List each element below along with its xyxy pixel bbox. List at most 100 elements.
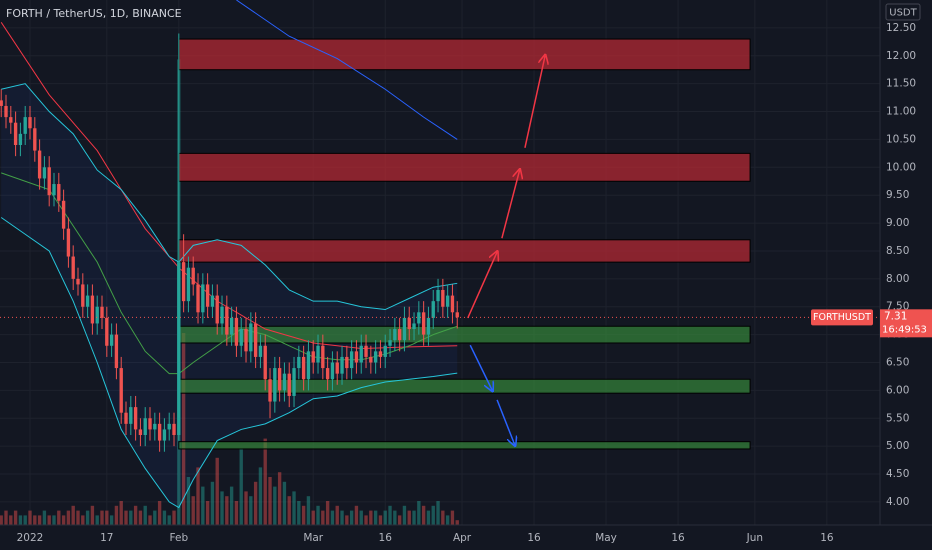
y-tick-label: 6.50: [886, 357, 909, 369]
candle-body: [369, 356, 373, 363]
volume-bar: [287, 496, 291, 525]
volume-bar: [114, 505, 119, 525]
volume-bar: [85, 510, 90, 525]
candle-body: [421, 312, 426, 335]
volume-bar: [229, 486, 234, 525]
zone: [178, 378, 751, 394]
countdown: 16:49:53: [882, 324, 927, 335]
volume-bar: [138, 510, 143, 525]
volume-bar: [364, 515, 368, 525]
volume-bar: [133, 505, 138, 525]
candle-body: [345, 356, 349, 369]
candle-body: [349, 351, 354, 369]
volume-bar: [191, 496, 195, 525]
y-tick-label: 11.00: [886, 106, 916, 118]
volume-bar: [162, 510, 167, 525]
volume-bar: [119, 501, 123, 525]
volume-bar: [186, 477, 191, 525]
volume-bar: [13, 510, 18, 525]
candle-body: [412, 323, 416, 330]
x-tick-label: 16: [527, 532, 541, 544]
candle-body: [201, 284, 205, 313]
volume-bar: [321, 510, 325, 525]
volume-bar: [33, 515, 37, 525]
volume-bar: [349, 510, 354, 525]
chart-title: FORTH / TetherUS, 1D, BINANCE: [6, 7, 182, 20]
x-tick-label: 16: [671, 532, 685, 544]
candle-body: [282, 373, 287, 391]
volume-bar: [297, 501, 301, 525]
candle-body: [292, 368, 296, 396]
volume-bar: [95, 515, 99, 525]
volume-bar: [378, 515, 383, 525]
y-tick-label: 8.50: [886, 245, 909, 257]
volume-bar: [311, 510, 315, 525]
volume-bar: [157, 501, 162, 525]
y-tick-label: 10.50: [886, 133, 916, 145]
volume-bar: [196, 467, 200, 525]
volume-bar: [445, 515, 450, 525]
price-axis: [880, 0, 932, 550]
candle-body: [28, 117, 32, 129]
candle-body: [205, 284, 210, 307]
volume-bar: [23, 515, 27, 525]
candle-body: [196, 284, 200, 313]
volume-bar: [335, 505, 339, 525]
y-tick-label: 12.00: [886, 50, 916, 62]
zone: [178, 38, 751, 71]
volume-bar: [268, 477, 272, 525]
candle-body: [66, 228, 71, 257]
x-tick-label: 2022: [17, 532, 44, 544]
candle-body: [388, 340, 392, 346]
currency-box[interactable]: [885, 3, 921, 21]
x-tick-label: 17: [100, 532, 113, 544]
candle-body: [431, 301, 435, 318]
candle-body: [306, 351, 311, 380]
volume-bar: [316, 505, 320, 525]
candle-body: [249, 323, 253, 352]
volume-bar: [369, 510, 373, 525]
candle-body: [210, 295, 215, 307]
volume-bar: [225, 496, 229, 525]
candle-body: [167, 423, 171, 430]
candle-body: [47, 167, 51, 196]
volume-bar: [455, 520, 459, 525]
candle-body: [119, 368, 123, 413]
volume-bar: [37, 515, 42, 525]
candle-body: [162, 429, 167, 441]
volume-bar: [220, 491, 224, 525]
volume-bar: [201, 486, 205, 525]
volume-bar: [4, 510, 8, 525]
zone: [178, 152, 751, 182]
candle-body: [105, 317, 109, 346]
candle-body: [253, 323, 258, 357]
x-tick-label: Feb: [170, 532, 189, 544]
volume-bar: [340, 510, 344, 525]
x-tick-label: 16: [379, 532, 393, 544]
volume-bar: [66, 510, 71, 525]
volume-bar: [181, 333, 186, 525]
candle-body: [13, 122, 18, 145]
x-tick-label: Apr: [453, 532, 472, 544]
candle-body: [287, 373, 291, 396]
zone: [178, 239, 751, 263]
y-tick-label: 10.00: [886, 161, 916, 173]
candle-body: [258, 345, 263, 357]
candle-body: [244, 329, 248, 352]
candle-body: [397, 329, 402, 341]
candle-body: [177, 262, 181, 435]
y-tick-label: 12.50: [886, 22, 916, 34]
volume-bar: [148, 515, 152, 525]
candle-body: [52, 184, 56, 196]
y-tick-label: 11.50: [886, 78, 916, 90]
candle-body: [33, 128, 37, 151]
y-tick-label: 9.00: [886, 217, 909, 229]
volume-bar: [325, 501, 330, 525]
candle-body: [100, 306, 104, 318]
volume-bar: [436, 501, 440, 525]
candle-body: [436, 290, 440, 302]
volume-bar: [421, 505, 426, 525]
candle-body: [417, 312, 421, 324]
volume-bar: [28, 510, 32, 525]
